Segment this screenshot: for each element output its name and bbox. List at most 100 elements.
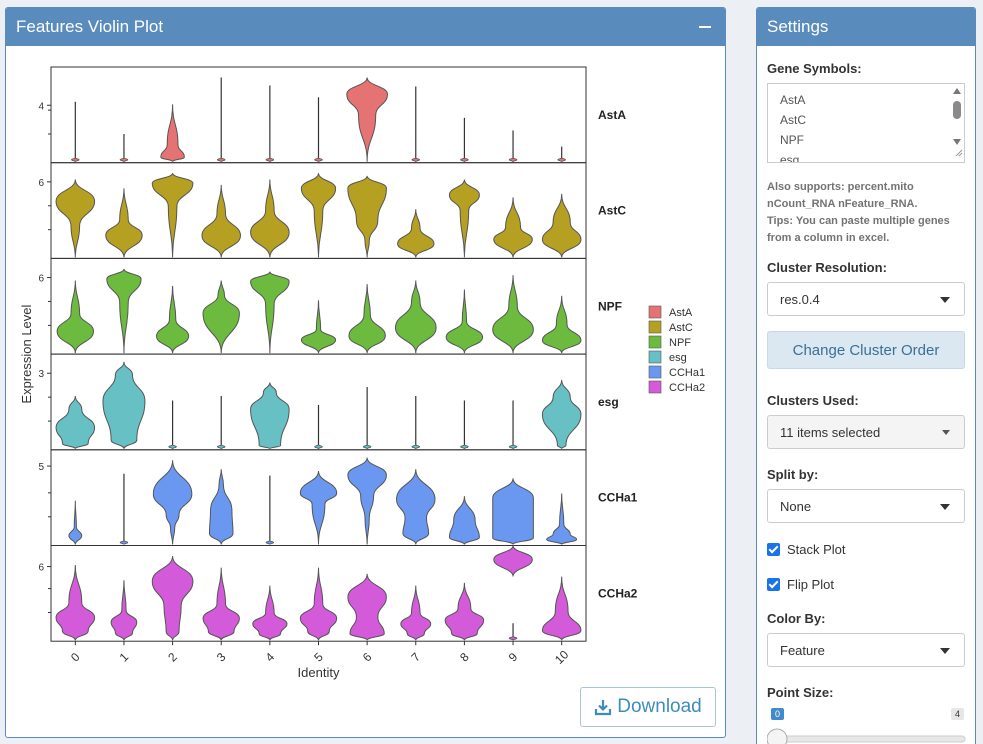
gene-item: AstC bbox=[780, 113, 807, 127]
violin-shape bbox=[55, 395, 96, 450]
caret-down-icon bbox=[940, 504, 950, 510]
violin-base bbox=[216, 444, 226, 449]
feature-row-label: AstA bbox=[598, 108, 626, 122]
violin-shape bbox=[156, 285, 190, 354]
x-tick-label: 7 bbox=[408, 650, 423, 665]
violin-shape bbox=[208, 468, 234, 545]
violin-shape bbox=[102, 361, 146, 449]
violin-shape bbox=[106, 268, 142, 354]
violin-base bbox=[119, 540, 129, 545]
legend-swatch bbox=[648, 305, 662, 319]
stack-plot-label: Stack Plot bbox=[787, 542, 846, 557]
violin-plot: 4 AstA 6 AstC 6 NPF 3 esg 5 CCHa1 6 CCHa2 0 1 2 3 4 5 6 7 8 9… bbox=[19, 66, 705, 680]
violin-shape bbox=[347, 456, 387, 545]
x-tick-label: 9 bbox=[506, 650, 521, 665]
help-line: nCount_RNA nFeature_RNA. bbox=[767, 198, 918, 210]
download-button[interactable]: Download bbox=[580, 687, 716, 727]
violin-base bbox=[411, 444, 421, 449]
legend-label: CCHa1 bbox=[669, 367, 705, 379]
legend-label: esg bbox=[669, 352, 687, 364]
violin-shape bbox=[250, 271, 290, 354]
change-cluster-order-button[interactable]: Change Cluster Order bbox=[767, 331, 965, 369]
feature-row-label: CCHa2 bbox=[598, 586, 638, 600]
collapse-button[interactable] bbox=[695, 17, 715, 37]
x-tick-label: 10 bbox=[552, 647, 572, 667]
violin-shape bbox=[55, 178, 96, 258]
legend-swatch bbox=[648, 320, 662, 334]
flip-plot-checkbox[interactable]: Flip Plot bbox=[767, 577, 834, 592]
gene-symbols-input[interactable]: AstA AstC NPF esg bbox=[767, 83, 965, 163]
violin-shape bbox=[492, 477, 534, 545]
clusters-used-select[interactable]: 11 items selected bbox=[767, 415, 965, 449]
violin-shape bbox=[250, 178, 290, 258]
caret-down-icon bbox=[942, 430, 950, 435]
slider-handle[interactable] bbox=[767, 728, 788, 744]
feature-row-label: AstC bbox=[598, 204, 626, 218]
violin-base bbox=[71, 156, 80, 162]
x-tick-label: 0 bbox=[68, 650, 83, 665]
violin-base bbox=[508, 635, 518, 641]
violin-shape bbox=[448, 178, 480, 258]
violin-base bbox=[168, 444, 177, 449]
checkbox-checked-icon[interactable] bbox=[767, 543, 780, 556]
violin-shape bbox=[541, 193, 582, 258]
violin-shape bbox=[152, 459, 193, 545]
settings-header: Settings bbox=[757, 8, 975, 46]
violin-shape bbox=[400, 585, 432, 641]
y-tick-label: 3 bbox=[38, 369, 44, 380]
legend-label: AstC bbox=[669, 322, 693, 334]
split-by-select[interactable]: None bbox=[767, 489, 965, 523]
clusters-used-label: Clusters Used: bbox=[767, 393, 859, 408]
caret-down-icon bbox=[940, 297, 950, 303]
gene-scrollbar[interactable] bbox=[952, 86, 962, 158]
help-line: from a column in excel. bbox=[767, 232, 890, 244]
violin-shape bbox=[110, 579, 138, 641]
x-tick-label: 2 bbox=[165, 650, 180, 665]
violin-shape bbox=[300, 172, 337, 258]
y-tick-label: 6 bbox=[38, 274, 44, 285]
violin-base bbox=[508, 157, 518, 162]
violin-base bbox=[460, 157, 469, 162]
violin-base bbox=[411, 157, 421, 162]
caret-down-icon bbox=[940, 648, 950, 654]
x-tick-label: 3 bbox=[214, 650, 229, 665]
download-label: Download bbox=[617, 696, 702, 717]
violin-shape bbox=[493, 196, 533, 258]
violin-base bbox=[460, 444, 469, 449]
violin-shape bbox=[299, 470, 338, 545]
x-tick-label: 4 bbox=[263, 650, 278, 665]
checkbox-checked-icon[interactable] bbox=[767, 578, 780, 591]
violin-shape bbox=[541, 295, 582, 354]
color-by-select[interactable]: Feature bbox=[767, 633, 965, 667]
violin-shape bbox=[445, 289, 484, 354]
violin-shape bbox=[394, 280, 437, 354]
point-size-slider[interactable] bbox=[767, 722, 967, 744]
violin-shape bbox=[202, 280, 240, 354]
legend-swatch bbox=[648, 365, 662, 379]
violin-shape bbox=[397, 208, 435, 258]
legend-label: AstA bbox=[669, 307, 693, 319]
flip-plot-label: Flip Plot bbox=[787, 577, 834, 592]
x-tick-label: 8 bbox=[457, 650, 472, 665]
violin-shape bbox=[541, 576, 582, 641]
violin-shape bbox=[396, 468, 436, 545]
cluster-resolution-value: res.0.4 bbox=[780, 291, 820, 307]
violin-base bbox=[508, 444, 518, 449]
stack-plot-checkbox[interactable]: Stack Plot bbox=[767, 542, 846, 557]
violin-shape bbox=[541, 379, 582, 449]
violin-shape bbox=[300, 299, 337, 354]
split-by-label: Split by: bbox=[767, 467, 819, 482]
settings-panel: Settings Gene Symbols: AstA AstC NPF esg… bbox=[756, 7, 976, 744]
violin-base bbox=[314, 157, 323, 162]
slider-min-badge: 0 bbox=[771, 708, 785, 720]
cluster-resolution-label: Cluster Resolution: bbox=[767, 260, 887, 275]
slider-max-badge: 4 bbox=[951, 708, 965, 720]
violin-shape bbox=[444, 582, 485, 641]
violin-shape bbox=[346, 76, 388, 162]
violin-shape bbox=[151, 172, 194, 258]
violin-shape bbox=[160, 103, 185, 162]
clusters-used-value: 11 items selected bbox=[780, 424, 881, 440]
violin-shape bbox=[252, 585, 288, 641]
violin-base bbox=[119, 157, 129, 162]
cluster-resolution-select[interactable]: res.0.4 bbox=[767, 282, 965, 316]
